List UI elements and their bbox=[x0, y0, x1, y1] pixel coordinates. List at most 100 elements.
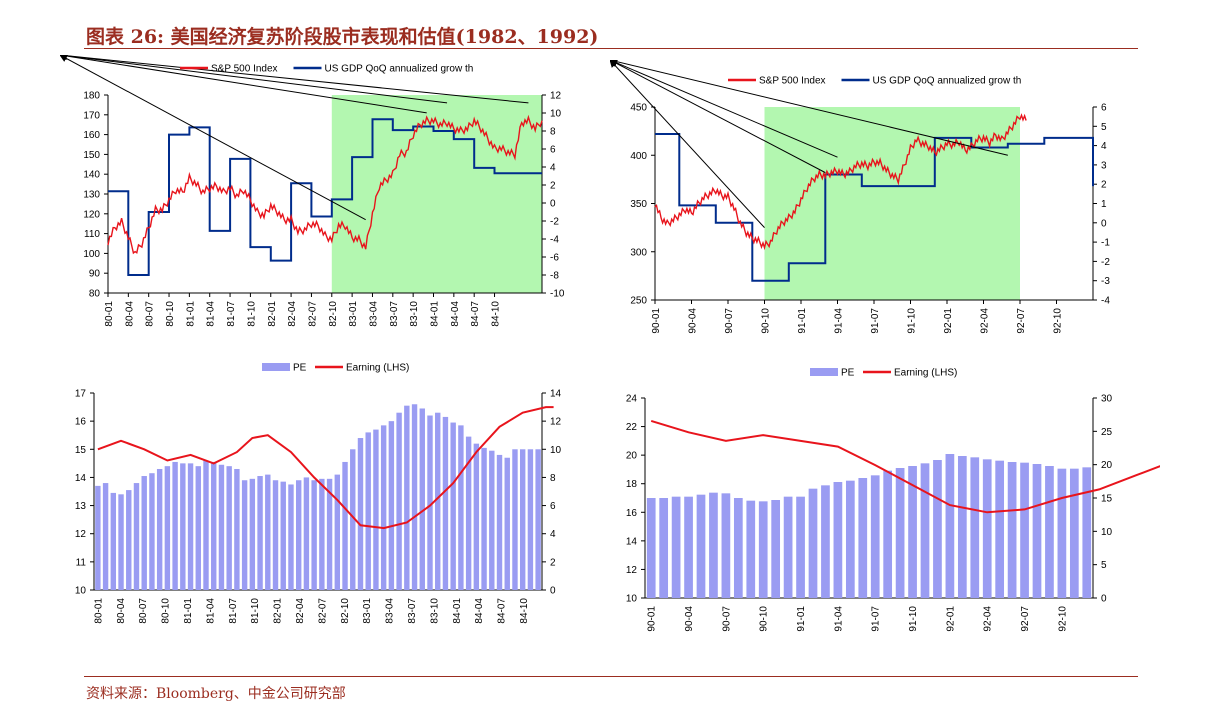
x-tick-label: 92-04 bbox=[980, 308, 991, 334]
y-left-tick-label: 150 bbox=[83, 150, 100, 161]
pe-bar bbox=[933, 460, 942, 598]
pe-bar bbox=[450, 422, 456, 590]
y-right-tick-label: 14 bbox=[550, 389, 562, 400]
trend-arrow bbox=[60, 55, 529, 104]
y-right-tick-label: 0 bbox=[1101, 218, 1107, 229]
legend-swatch-bar bbox=[810, 368, 838, 376]
pe-bar bbox=[404, 405, 410, 590]
x-tick-label: 81-10 bbox=[250, 598, 261, 624]
y-right-tick-label: 5 bbox=[1101, 560, 1107, 571]
y-right-tick-label: 5 bbox=[1101, 122, 1107, 133]
pe-bar bbox=[303, 477, 310, 590]
pe-bar bbox=[733, 498, 743, 598]
x-tick-label: 92-01 bbox=[943, 308, 954, 334]
source-rule bbox=[84, 676, 1138, 677]
x-tick-label: 84-10 bbox=[491, 301, 502, 327]
x-tick-label: 82-04 bbox=[287, 301, 298, 327]
pe-bar bbox=[696, 494, 706, 598]
pe-bar bbox=[1045, 466, 1054, 598]
x-tick-label: 81-10 bbox=[246, 301, 257, 327]
x-tick-label: 92-10 bbox=[1053, 308, 1064, 334]
pe-bar bbox=[970, 457, 980, 598]
y-left-tick-label: 24 bbox=[626, 394, 638, 405]
y-left-tick-label: 300 bbox=[630, 247, 647, 258]
y-left-tick-label: 14 bbox=[75, 473, 87, 484]
pe-bar bbox=[519, 449, 526, 590]
title-rule bbox=[84, 48, 1138, 49]
pe-bar bbox=[504, 457, 510, 590]
y-left-tick-label: 12 bbox=[75, 529, 87, 540]
y-right-tick-label: 4 bbox=[1101, 141, 1107, 152]
y-left-tick-label: 22 bbox=[626, 422, 638, 433]
x-tick-label: 91-10 bbox=[907, 308, 918, 334]
pe-bar bbox=[808, 488, 818, 598]
pe-bar bbox=[419, 408, 425, 590]
y-right-tick-label: 6 bbox=[550, 501, 556, 512]
pe-bar bbox=[234, 468, 240, 590]
pe-bar bbox=[334, 474, 341, 590]
y-right-tick-label: 30 bbox=[1101, 394, 1113, 405]
x-tick-label: 80-10 bbox=[165, 301, 176, 327]
y-left-tick-label: 110 bbox=[84, 229, 100, 240]
x-tick-label: 84-01 bbox=[452, 598, 463, 624]
pe-bar bbox=[110, 492, 117, 590]
pe-bar bbox=[982, 459, 992, 598]
pe-bar bbox=[659, 498, 669, 598]
x-tick-label: 81-07 bbox=[228, 598, 239, 624]
x-tick-label: 82-10 bbox=[328, 301, 339, 327]
y-left-tick-label: 10 bbox=[75, 586, 87, 597]
pe-bar bbox=[203, 460, 209, 590]
pe-bar bbox=[435, 412, 441, 590]
pe-bar bbox=[489, 450, 495, 590]
y-left-tick-label: 90 bbox=[89, 269, 101, 280]
y-right-tick-label: 10 bbox=[550, 445, 562, 456]
pe-bar bbox=[164, 466, 171, 590]
legend-label: PE bbox=[293, 363, 307, 374]
pe-bar bbox=[709, 492, 718, 598]
x-tick-label: 90-10 bbox=[759, 606, 770, 632]
x-tick-label: 84-07 bbox=[497, 598, 508, 624]
y-right-tick-label: -3 bbox=[1101, 276, 1110, 287]
trend-arrow bbox=[610, 60, 826, 174]
x-tick-label: 83-10 bbox=[429, 598, 440, 624]
pe-bar bbox=[1020, 462, 1029, 598]
y-right-tick-label: 8 bbox=[550, 473, 556, 484]
y-left-tick-label: 450 bbox=[630, 103, 647, 114]
pe-bar bbox=[427, 415, 433, 590]
x-tick-label: 92-01 bbox=[945, 606, 956, 632]
x-tick-label: 91-07 bbox=[871, 606, 882, 632]
y-right-tick-label: 2 bbox=[550, 557, 556, 568]
pe-bar bbox=[357, 438, 364, 590]
y-right-tick-label: 0 bbox=[1101, 594, 1107, 605]
x-tick-label: 82-10 bbox=[340, 598, 351, 624]
y-right-tick-label: -10 bbox=[550, 289, 565, 300]
y-right-tick-label: 1 bbox=[1101, 199, 1107, 210]
pe-bar bbox=[241, 480, 248, 590]
pe-bar bbox=[465, 436, 472, 590]
trend-arrow bbox=[610, 60, 765, 228]
y-right-tick-label: -4 bbox=[550, 235, 559, 246]
chart-sp500-gdp-1992: 450 400 350 300 250 6 5 4 3 2 1 0 -1 -2 -3 -4 90-01 90-04… bbox=[610, 60, 1110, 334]
pe-bar bbox=[280, 481, 286, 590]
y-right-tick-label: 0 bbox=[550, 199, 556, 210]
y-right-tick-label: 6 bbox=[550, 145, 556, 156]
x-tick-label: 91-04 bbox=[834, 308, 845, 334]
trend-arrow bbox=[60, 55, 427, 114]
x-tick-label: 84-07 bbox=[470, 301, 481, 327]
legend-swatch-bar bbox=[262, 363, 290, 371]
x-tick-label: 80-10 bbox=[161, 598, 172, 624]
x-tick-label: 92-07 bbox=[1020, 606, 1031, 632]
x-tick-label: 84-04 bbox=[450, 301, 461, 327]
pe-bar bbox=[458, 425, 464, 590]
pe-bar bbox=[326, 478, 333, 590]
trend-arrow bbox=[60, 55, 366, 221]
pe-bar bbox=[527, 449, 534, 590]
pe-bar bbox=[895, 468, 905, 598]
pe-bar bbox=[272, 480, 279, 590]
pe-bar bbox=[512, 449, 518, 590]
y-right-tick-label: -2 bbox=[1101, 257, 1110, 268]
y-left-tick-label: 12 bbox=[626, 565, 638, 576]
pe-bar bbox=[180, 463, 186, 590]
y-right-tick-label: 3 bbox=[1101, 160, 1107, 171]
recovery-period-shading bbox=[764, 107, 1020, 300]
